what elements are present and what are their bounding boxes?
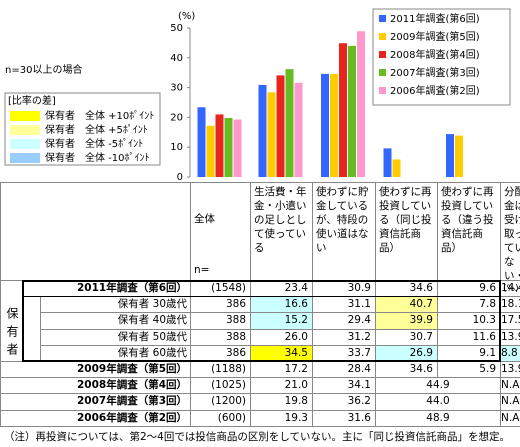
diff-label: 保有者 全体 +5ﾎﾟｲﾝﾄ <box>45 123 148 136</box>
y-tick-label: 40 <box>170 53 183 64</box>
data-cell: 34.6 <box>375 361 438 379</box>
bar <box>383 148 392 177</box>
data-cell: 21.0 <box>250 377 313 395</box>
data-cell: 18.1 <box>500 296 520 314</box>
y-tick-label: 20 <box>170 112 183 123</box>
n-cell: (1200) <box>190 393 251 411</box>
data-cell: 44.0 <box>375 393 501 411</box>
bar <box>294 82 303 177</box>
group-head-box <box>22 280 501 298</box>
diff-legend-title: [比率の差] <box>8 94 56 107</box>
legend-label: 2009年調査(第5回) <box>390 30 480 43</box>
data-cell: 36.2 <box>312 393 376 411</box>
bar <box>446 134 454 177</box>
data-cell: 15.2 <box>250 312 313 330</box>
data-cell: N.A. <box>500 377 520 395</box>
data-cell: 48.9 <box>375 409 501 427</box>
legend-label: 2011年調査(第6回) <box>390 12 480 25</box>
diff-label: 保有者 全体 -10ﾎﾟｲﾝﾄ <box>45 151 150 164</box>
table-unit: (%) <box>503 284 519 294</box>
data-cell: 8.8 <box>500 344 520 362</box>
diff-swatch <box>10 111 40 121</box>
legend-swatch <box>379 15 386 22</box>
column-header: 使わずに貯金しているが、特段の使い道はない <box>312 182 376 281</box>
data-cell: 17.5 <box>500 312 520 330</box>
group-label: 保有者 <box>0 280 23 362</box>
legend-swatch <box>379 69 386 76</box>
corner <box>0 182 191 281</box>
y-tick-label: 50 <box>170 23 183 34</box>
row-label: 2007年調査（第3回） <box>0 393 191 411</box>
diff-label: 保有者 全体 +10ﾎﾟｲﾝﾄ <box>45 109 154 122</box>
n-header: 全体 <box>194 213 215 225</box>
row-label: 2009年調査（第5回） <box>0 361 191 379</box>
bar <box>233 119 242 177</box>
column-header: 使わずに再投資している（違う投資信託商品） <box>437 182 501 281</box>
data-cell: 5.9 <box>437 361 501 379</box>
data-cell: 44.9 <box>375 377 501 395</box>
bar <box>224 117 233 177</box>
data-cell: 28.4 <box>312 361 376 379</box>
chart: n=30以上の場合 [比率の差] (%) 0 10 20 30 40 50 2011年調査(… <box>4 8 511 182</box>
y-tick-label: 10 <box>170 142 183 153</box>
n-cell: (1025) <box>190 377 251 395</box>
bar <box>267 92 276 177</box>
n-label: n= <box>194 264 210 276</box>
bar <box>392 159 401 177</box>
legend-swatch <box>379 87 386 94</box>
bar <box>357 31 365 177</box>
diff-swatch <box>10 153 40 163</box>
legend-label: 2006年調査(第2回) <box>390 84 480 97</box>
bar <box>348 45 356 177</box>
bar <box>321 73 329 177</box>
bar <box>455 135 463 177</box>
data-cell: 17.2 <box>250 361 313 379</box>
row-label: 2008年調査（第4回） <box>0 377 191 395</box>
legend-swatch <box>379 51 386 58</box>
footnote: （注）再投資については、第2～4回では投信商品の区別をしていない。主に「同じ投資… <box>4 431 511 443</box>
diff-label: 保有者 全体 -5ﾎﾟｲﾝﾄ <box>45 137 143 150</box>
y-unit: (%) <box>178 11 195 22</box>
bar <box>330 73 338 177</box>
legend-box <box>372 8 511 106</box>
data-cell: 19.8 <box>250 393 313 411</box>
legend-label: 2007年調査(第3回) <box>390 66 480 79</box>
column-header: 分配金は受け取っていない・わからない <box>500 182 520 281</box>
bar <box>215 114 224 177</box>
bar <box>206 125 215 177</box>
diff-swatch <box>10 139 40 149</box>
n-cell: (600) <box>190 409 251 427</box>
column-header: 生活費・年金・小遣いの足しとして使っている <box>250 182 313 281</box>
row-label: 2006年調査（第2回） <box>0 409 191 427</box>
data-cell: 13.9 <box>500 328 520 346</box>
data-cell: 19.3 <box>250 409 313 427</box>
note-n: n=30以上の場合 <box>5 63 82 76</box>
y-tick-label: 30 <box>170 83 183 94</box>
data-cell: 13.9 <box>500 361 520 379</box>
data-cell: N.A. <box>500 393 520 411</box>
data-cell: N.A. <box>500 409 520 427</box>
y-tick-label: 0 <box>177 172 183 182</box>
bar <box>276 75 285 177</box>
legend-label: 2008年調査(第4回) <box>390 48 480 61</box>
data-cell: 31.6 <box>312 409 376 427</box>
bar <box>197 107 206 177</box>
legend-swatch <box>379 33 386 40</box>
bar <box>339 43 347 178</box>
n-cell: (1188) <box>190 361 251 379</box>
bar <box>258 84 267 177</box>
diff-swatch <box>10 125 40 135</box>
data-cell: 34.1 <box>312 377 376 395</box>
bar <box>285 69 294 177</box>
column-header: 使わずに再投資している（同じ投資信託商品） <box>375 182 438 281</box>
